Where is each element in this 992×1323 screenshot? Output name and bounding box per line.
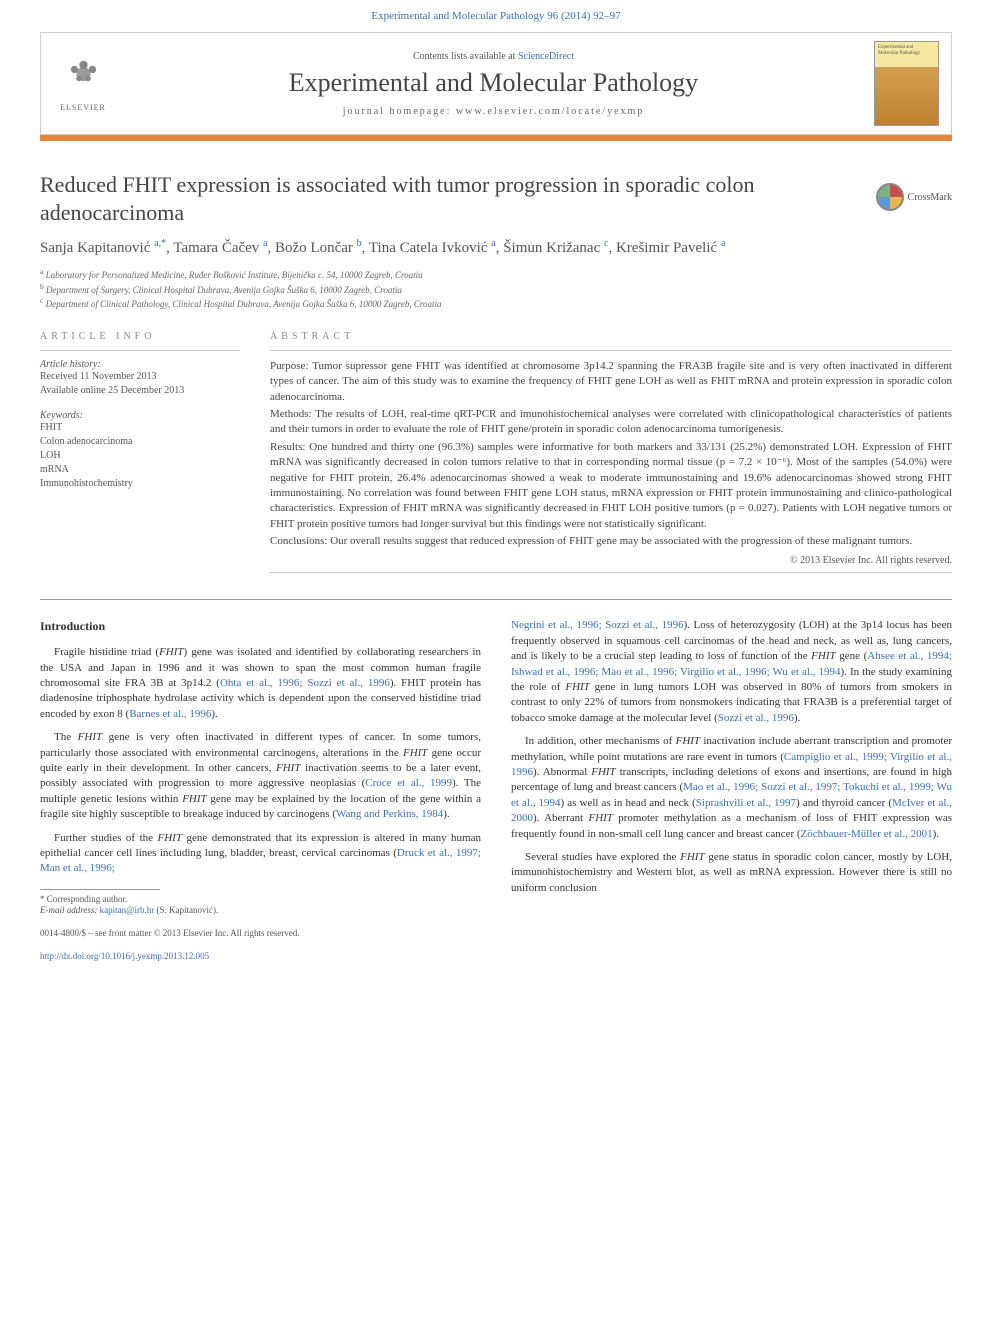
abstract-conclusions: Conclusions: Our overall results suggest… <box>270 534 952 549</box>
text: In addition, other mechanisms of <box>525 735 676 747</box>
footnote-divider <box>40 889 160 890</box>
text: Several studies have explored the <box>525 851 680 863</box>
affiliations: a Laboratory for Personalized Medicine, … <box>40 267 952 311</box>
citation-link[interactable]: Sozzi et al., 1996 <box>718 712 794 724</box>
gene-name: FHIT <box>591 766 615 778</box>
text: ). <box>933 828 939 840</box>
divider <box>40 350 240 351</box>
text: ) as well as in head and neck ( <box>561 797 696 809</box>
text: Further studies of the <box>54 832 158 844</box>
abstract-section: abstract Purpose: Tumor supressor gene F… <box>270 331 952 582</box>
section-divider <box>40 599 952 600</box>
text: ). <box>211 708 217 720</box>
gene-name: FHIT <box>158 832 182 844</box>
contents-prefix: Contents lists available at <box>413 51 518 62</box>
email-label: E-mail address: <box>40 905 100 915</box>
divider <box>270 572 952 573</box>
crossmark-label: CrossMark <box>908 192 952 203</box>
crossmark-icon <box>876 183 904 211</box>
email-footnote: E-mail address: kapitan@irb.hr (S. Kapit… <box>40 905 481 917</box>
article-info-label: article info <box>40 331 240 342</box>
introduction-heading: Introduction <box>40 618 481 635</box>
corresponding-author-note: * Corresponding author. <box>40 894 481 906</box>
gene-name: FHIT <box>182 793 206 805</box>
keywords-label: Keywords: <box>40 410 240 421</box>
body-paragraph: Fragile histidine triad (FHIT) gene was … <box>40 645 481 722</box>
text: ). Aberrant <box>533 812 588 824</box>
citation-link[interactable]: Zöchbauer-Müller et al., 2001 <box>801 828 933 840</box>
gene-name: FHIT <box>811 650 835 662</box>
history-online: Available online 25 December 2013 <box>40 384 240 398</box>
abstract-purpose: Purpose: Tumor supressor gene FHIT was i… <box>270 359 952 405</box>
email-suffix: (S. Kapitanović). <box>154 905 218 915</box>
abstract-methods: Methods: The results of LOH, real-time q… <box>270 407 952 438</box>
body-column-left: Introduction Fragile histidine triad (FH… <box>40 618 481 962</box>
contents-available: Contents lists available at ScienceDirec… <box>113 51 874 62</box>
body-paragraph: Further studies of the FHIT gene demonst… <box>40 831 481 877</box>
divider <box>270 350 952 351</box>
keyword: Colon adenocarcinoma <box>40 435 240 449</box>
citation-link[interactable]: Barnes et al., 1996 <box>129 708 211 720</box>
gene-name: FHIT <box>676 735 700 747</box>
keyword: LOH <box>40 449 240 463</box>
sciencedirect-link[interactable]: ScienceDirect <box>518 51 574 62</box>
text: ). <box>443 808 449 820</box>
gene-name: FHIT <box>680 851 704 863</box>
body-paragraph: The FHIT gene is very often inactivated … <box>40 730 481 822</box>
keyword: mRNA <box>40 463 240 477</box>
article-info-sidebar: article info Article history: Received 1… <box>40 331 240 582</box>
journal-name: Experimental and Molecular Pathology <box>113 68 874 98</box>
gene-name: FHIT <box>276 762 300 774</box>
citation-link[interactable]: Croce et al., 1999 <box>365 777 452 789</box>
elsevier-tree-icon <box>61 56 106 101</box>
body-paragraph: Several studies have explored the FHIT g… <box>511 850 952 896</box>
abstract-label: abstract <box>270 331 952 342</box>
elsevier-label: ELSEVIER <box>60 103 106 112</box>
cover-title: Experimental and Molecular Pathology <box>875 42 938 59</box>
doi-link[interactable]: http://dx.doi.org/10.1016/j.yexmp.2013.1… <box>40 951 209 961</box>
authors-list: Sanja Kapitanović a,*, Tamara Čačev a, B… <box>40 238 952 257</box>
keyword: Immunohistochemistry <box>40 477 240 491</box>
elsevier-logo[interactable]: ELSEVIER <box>53 51 113 116</box>
text: ). Abnormal <box>533 766 591 778</box>
journal-reference-link[interactable]: Experimental and Molecular Pathology 96 … <box>0 0 992 27</box>
gene-name: FHIT <box>159 646 183 658</box>
journal-cover-thumbnail[interactable]: Experimental and Molecular Pathology <box>874 41 939 126</box>
body-column-right: Negrini et al., 1996; Sozzi et al., 1996… <box>511 618 952 962</box>
crossmark-badge[interactable]: CrossMark <box>876 183 952 211</box>
abstract-copyright: © 2013 Elsevier Inc. All rights reserved… <box>270 555 952 566</box>
journal-homepage[interactable]: journal homepage: www.elsevier.com/locat… <box>113 106 874 117</box>
text: The <box>54 731 78 743</box>
gene-name: FHIT <box>565 681 589 693</box>
journal-header: ELSEVIER Contents lists available at Sci… <box>40 32 952 135</box>
text: ) and thyroid cancer ( <box>796 797 892 809</box>
citation-link[interactable]: Siprashvili et al., 1997 <box>696 797 796 809</box>
body-paragraph: Negrini et al., 1996; Sozzi et al., 1996… <box>511 618 952 726</box>
gene-name: FHIT <box>78 731 102 743</box>
citation-link[interactable]: Negrini et al., 1996; Sozzi et al., 1996 <box>511 619 684 631</box>
text: Fragile histidine triad ( <box>54 646 159 658</box>
author-email-link[interactable]: kapitan@irb.hr <box>100 905 155 915</box>
header-center: Contents lists available at ScienceDirec… <box>113 51 874 117</box>
history-received: Received 11 November 2013 <box>40 370 240 384</box>
front-matter-line: 0014-4800/$ – see front matter © 2013 El… <box>40 927 481 940</box>
body-paragraph: In addition, other mechanisms of FHIT in… <box>511 734 952 842</box>
citation-link[interactable]: Ohta et al., 1996; Sozzi et al., 1996 <box>220 677 390 689</box>
text: ). <box>794 712 800 724</box>
citation-link[interactable]: Wang and Perkins, 1984 <box>336 808 443 820</box>
gene-name: FHIT <box>588 812 612 824</box>
history-label: Article history: <box>40 359 240 370</box>
keyword: FHIT <box>40 421 240 435</box>
article-title: Reduced FHIT expression is associated wi… <box>40 171 952 226</box>
abstract-results: Results: One hundred and thirty one (96.… <box>270 440 952 532</box>
text: gene ( <box>836 650 868 662</box>
gene-name: FHIT <box>403 747 427 759</box>
